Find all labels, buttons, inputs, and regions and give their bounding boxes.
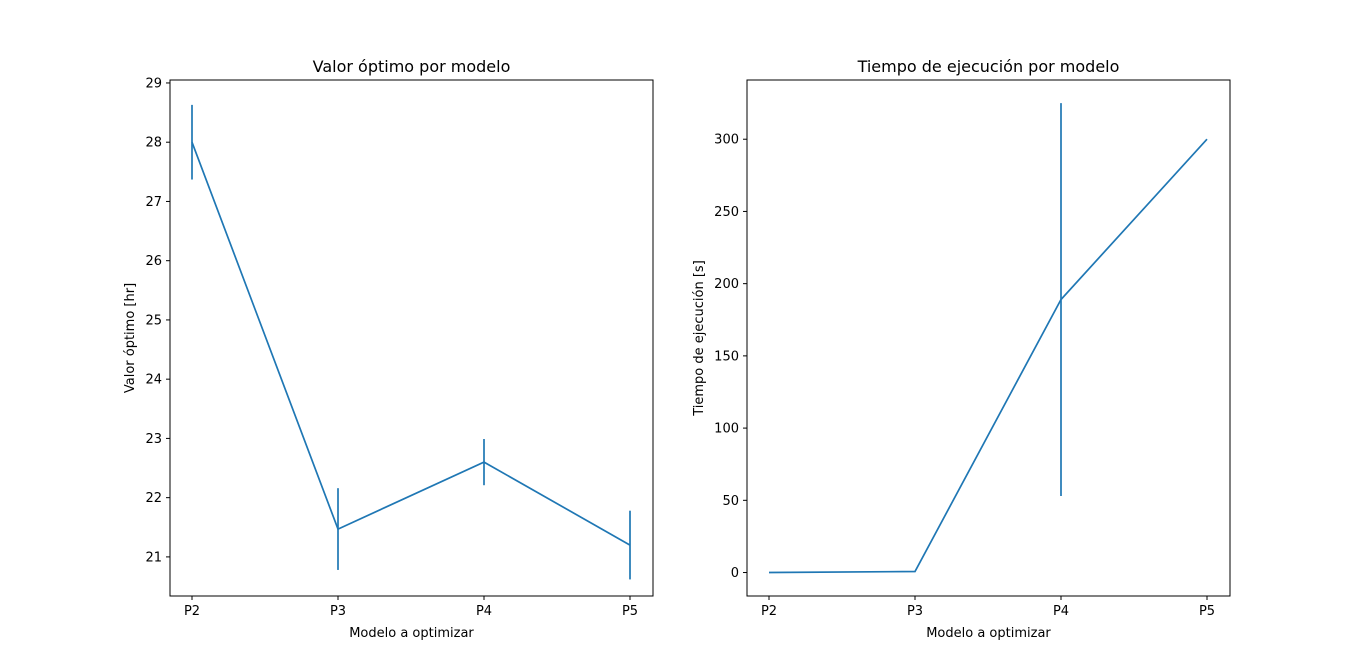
y-tick-label: 21: [145, 550, 162, 565]
y-tick-label: 50: [722, 494, 739, 509]
chart-title: Tiempo de ejecución por modelo: [857, 57, 1120, 76]
plot-marks: [768, 103, 1208, 574]
series-line: [768, 138, 1208, 574]
y-axis-label: Tiempo de ejecución [s]: [692, 260, 707, 417]
x-tick-label: P5: [1199, 604, 1215, 619]
y-tick-label: 250: [714, 205, 739, 220]
plot-frame: [169, 79, 654, 597]
y-tick-label: 29: [145, 76, 162, 91]
plot-marks: [191, 104, 631, 580]
y-tick-label: 0: [731, 566, 739, 581]
x-tick-label: P4: [1053, 604, 1069, 619]
x-tick-label: P4: [476, 604, 492, 619]
series-line: [191, 141, 631, 546]
plot-frame: [746, 79, 1231, 597]
x-axis-label: Modelo a optimizar: [926, 626, 1051, 641]
y-axis-label: Valor óptimo [hr]: [123, 283, 138, 393]
x-tick-label: P2: [761, 604, 777, 619]
y-tick-label: 300: [714, 133, 739, 148]
left-chart-panel: Valor óptimo por modelo Modelo a optimiz…: [123, 57, 654, 641]
y-tick-label: 28: [145, 136, 162, 151]
y-tick-label: 200: [714, 277, 739, 292]
right-chart-panel: Tiempo de ejecución por modelo Modelo a …: [692, 57, 1231, 641]
axis-ticks: P2 P3 P4 P5 21 22 23 24 25 26 27 28 29: [145, 76, 638, 619]
chart-title: Valor óptimo por modelo: [313, 57, 511, 76]
y-tick-label: 150: [714, 349, 739, 364]
x-tick-label: P5: [622, 604, 638, 619]
y-tick-label: 26: [145, 254, 162, 269]
x-tick-label: P3: [907, 604, 923, 619]
y-tick-label: 24: [145, 373, 162, 388]
y-tick-label: 25: [145, 313, 162, 328]
y-tick-label: 23: [145, 432, 162, 447]
y-tick-label: 22: [145, 491, 162, 506]
x-axis-label: Modelo a optimizar: [349, 626, 474, 641]
y-tick-label: 100: [714, 422, 739, 437]
x-tick-label: P3: [330, 604, 346, 619]
x-tick-label: P2: [184, 604, 200, 619]
axis-ticks: P2 P3 P4 P5 0 50 100 150 200 250 300: [714, 133, 1215, 619]
y-tick-label: 27: [145, 195, 162, 210]
